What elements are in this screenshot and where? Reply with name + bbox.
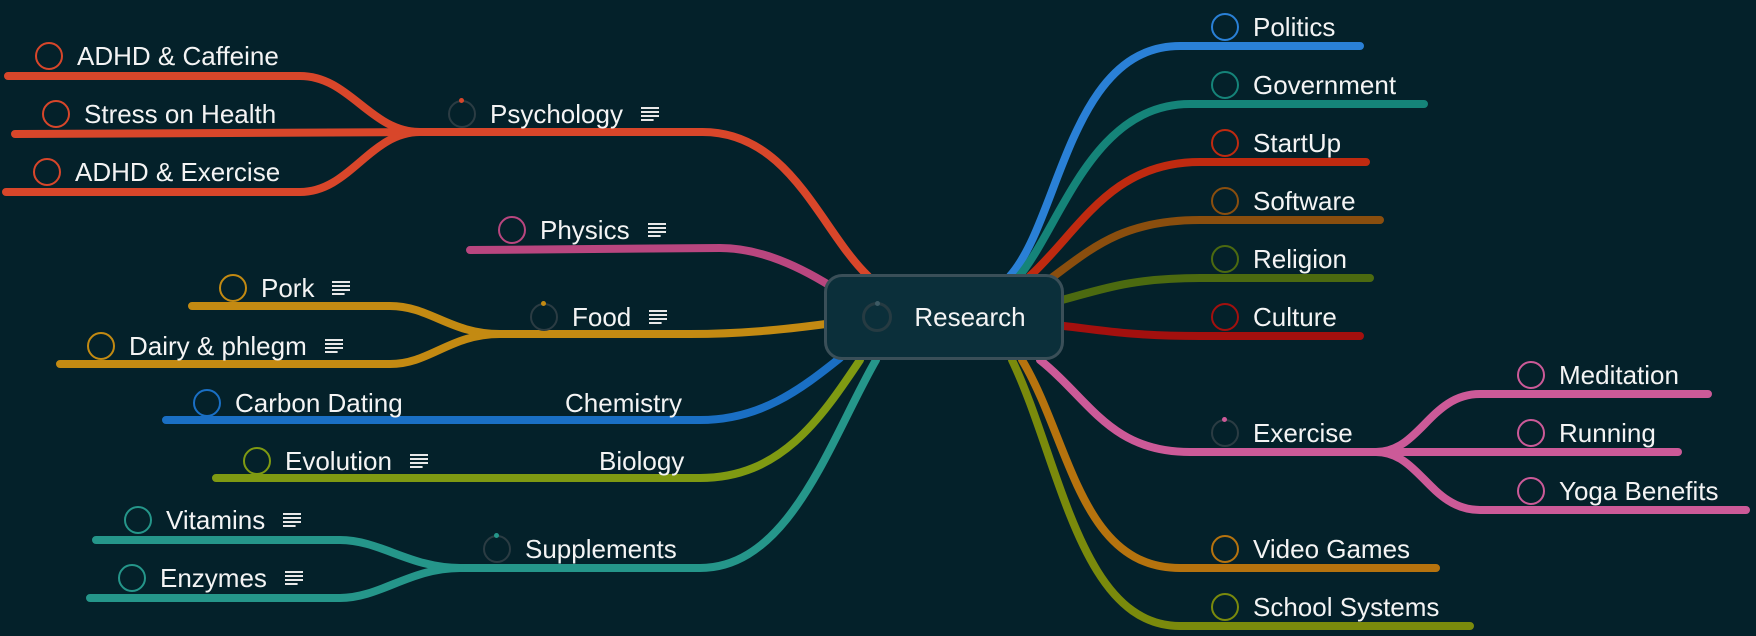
link-dairy xyxy=(56,330,504,368)
node-food[interactable]: Food xyxy=(530,297,668,337)
link-chemistry xyxy=(162,354,844,424)
link-physics xyxy=(466,243,844,296)
circle-icon xyxy=(193,389,221,417)
node-meditation[interactable]: Meditation xyxy=(1517,355,1679,395)
circle-icon xyxy=(87,332,115,360)
node-chemistry[interactable]: Chemistry xyxy=(565,387,683,418)
node-school-systems[interactable]: School Systems xyxy=(1211,587,1439,627)
circle-icon xyxy=(1211,593,1239,621)
circle-icon xyxy=(219,274,247,302)
link-psychology xyxy=(416,127,872,280)
circle-icon xyxy=(124,506,152,534)
node-exercise[interactable]: Exercise xyxy=(1211,413,1353,453)
link-video-games xyxy=(1018,356,1440,572)
node-video-games[interactable]: Video Games xyxy=(1211,529,1410,569)
circle-icon xyxy=(118,564,146,592)
node-adhd-caffeine[interactable]: ADHD & Caffeine xyxy=(35,36,279,76)
link-supplements xyxy=(456,356,880,572)
root-label: Research xyxy=(914,301,1026,332)
circle-icon xyxy=(1211,535,1239,563)
progress-ring-icon xyxy=(862,301,893,332)
node-startup[interactable]: StartUp xyxy=(1211,123,1341,163)
note-icon[interactable] xyxy=(284,571,303,585)
circle-icon xyxy=(1211,187,1239,215)
node-biology[interactable]: Biology xyxy=(599,445,685,476)
root-node-research[interactable]: Research xyxy=(824,274,1064,360)
circle-icon xyxy=(33,158,61,186)
link-exercise xyxy=(1036,356,1380,456)
link-stress-health xyxy=(11,128,424,138)
node-religion[interactable]: Religion xyxy=(1211,239,1347,279)
progress-ring-icon xyxy=(448,98,476,128)
circle-icon xyxy=(35,42,63,70)
node-supplements[interactable]: Supplements xyxy=(483,529,677,569)
note-icon[interactable] xyxy=(647,223,666,237)
link-startup xyxy=(1026,158,1370,280)
circle-icon xyxy=(1517,361,1545,389)
link-software xyxy=(1042,216,1384,286)
link-government xyxy=(1012,100,1428,284)
node-dairy[interactable]: Dairy & phlegm xyxy=(87,326,343,366)
circle-icon xyxy=(42,100,70,128)
node-carbon-dating[interactable]: Carbon Dating xyxy=(193,383,403,423)
node-government[interactable]: Government xyxy=(1211,65,1396,105)
circle-icon xyxy=(1211,303,1239,331)
progress-ring-icon xyxy=(530,301,558,331)
link-school xyxy=(1008,356,1474,630)
node-evolution[interactable]: Evolution xyxy=(243,441,428,481)
node-software[interactable]: Software xyxy=(1211,181,1356,221)
link-adhd-exercise xyxy=(2,128,424,196)
node-psychology[interactable]: Psychology xyxy=(448,94,659,134)
circle-icon xyxy=(1211,245,1239,273)
node-vitamins[interactable]: Vitamins xyxy=(124,500,302,540)
node-yoga[interactable]: Yoga Benefits xyxy=(1517,471,1719,511)
circle-icon xyxy=(1211,129,1239,157)
note-icon[interactable] xyxy=(324,339,343,353)
node-physics[interactable]: Physics xyxy=(498,210,666,250)
circle-icon xyxy=(1211,71,1239,99)
circle-icon xyxy=(1517,419,1545,447)
link-enzymes xyxy=(86,564,464,602)
link-food xyxy=(496,320,830,338)
note-icon[interactable] xyxy=(649,310,668,324)
note-icon[interactable] xyxy=(283,513,302,527)
note-icon[interactable] xyxy=(409,454,428,468)
link-biology xyxy=(212,356,864,482)
node-culture[interactable]: Culture xyxy=(1211,297,1337,337)
link-yoga xyxy=(1372,448,1750,514)
node-enzymes[interactable]: Enzymes xyxy=(118,558,303,598)
progress-ring-icon xyxy=(483,533,511,563)
node-pork[interactable]: Pork xyxy=(219,268,351,308)
node-politics[interactable]: Politics xyxy=(1211,7,1335,47)
link-culture xyxy=(1060,322,1364,340)
circle-icon xyxy=(1211,13,1239,41)
node-running[interactable]: Running xyxy=(1517,413,1656,453)
circle-icon xyxy=(498,216,526,244)
circle-icon xyxy=(1517,477,1545,505)
note-icon[interactable] xyxy=(332,281,351,295)
link-politics xyxy=(1006,42,1364,280)
note-icon[interactable] xyxy=(640,107,659,121)
link-religion xyxy=(1058,274,1374,304)
circle-icon xyxy=(243,447,271,475)
node-stress-health[interactable]: Stress on Health xyxy=(42,94,276,134)
progress-ring-icon xyxy=(1211,417,1239,447)
node-adhd-exercise[interactable]: ADHD & Exercise xyxy=(33,152,280,192)
